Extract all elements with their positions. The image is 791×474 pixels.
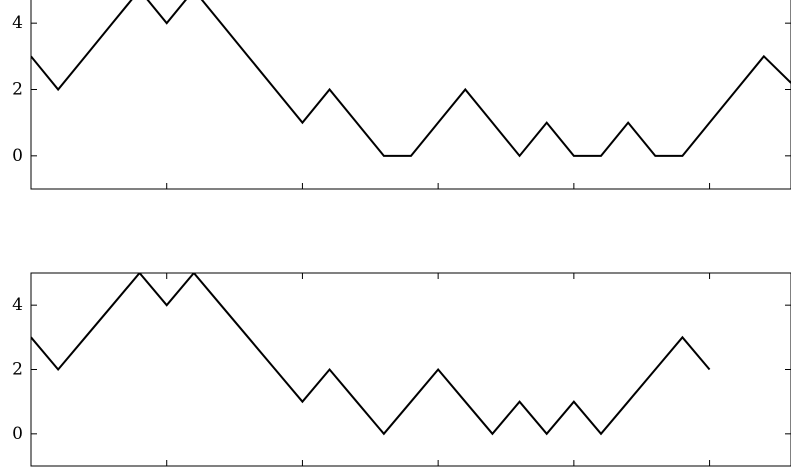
y-tick-label: 4 [12,295,23,315]
plot-frame [30,0,791,190]
chart-panel-1: 0 2 4 [12,0,791,190]
plot-frame [30,272,791,467]
y-tick-label: 4 [12,13,23,33]
chart-panel-2: 0 2 4 [12,272,791,467]
y-tick-label: 0 [12,424,23,444]
y-tick-label: 0 [12,146,23,166]
series-line-1 [31,273,711,436]
series-line-1 [31,0,791,158]
y-tick-label: 2 [12,80,23,100]
y-tick-label: 2 [12,360,23,380]
